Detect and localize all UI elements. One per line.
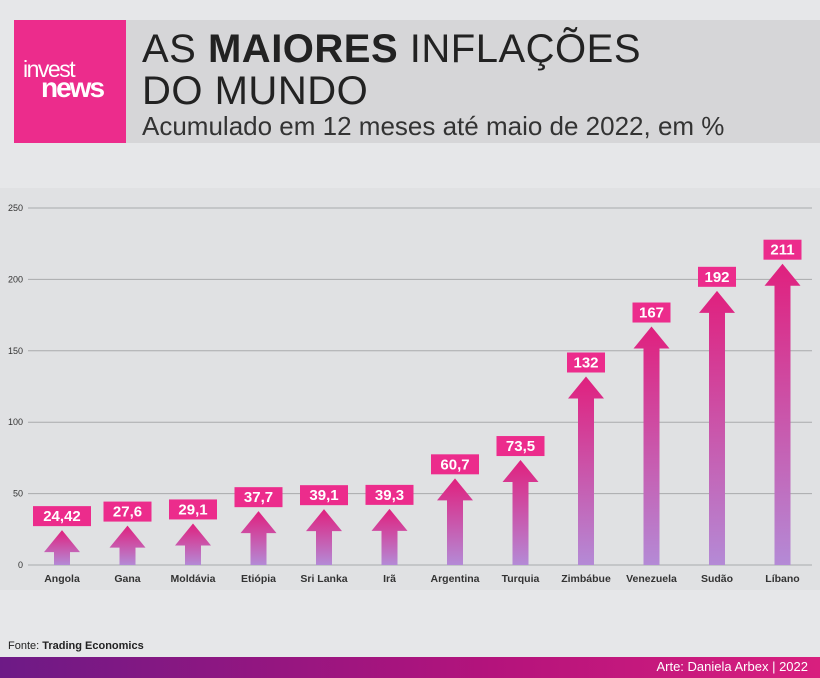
bar-argentina — [437, 478, 473, 565]
value-label-box — [234, 487, 283, 508]
value-label: 60,7 — [431, 454, 479, 475]
value-label-box — [431, 454, 479, 475]
bars — [44, 263, 801, 565]
bar-etiópia — [240, 511, 277, 565]
gridlines — [28, 207, 812, 566]
bar-turquia — [502, 460, 539, 565]
x-tick-label: Argentina — [430, 573, 479, 585]
bar-sri-lanka — [306, 509, 342, 565]
y-tick-label: 100 — [8, 417, 23, 427]
header-banner: invest news AS MAIORES INFLAÇÕES DO MUND… — [14, 20, 820, 143]
y-tick-label: 0 — [18, 560, 23, 570]
bar-irã — [371, 508, 408, 565]
x-tick-label: Turquia — [502, 573, 540, 585]
x-tick-label: Moldávia — [171, 573, 216, 585]
value-label-text: 73,5 — [506, 438, 535, 455]
bar-zimbábue — [568, 376, 604, 565]
value-label-text: 167 — [639, 305, 664, 322]
value-label: 27,6 — [103, 501, 152, 522]
art-credit: Arte: Daniela Arbex | 2022 — [656, 659, 808, 674]
x-tick-label: Sri Lanka — [300, 573, 347, 585]
inflation-bar-chart: 0 50 100 150 200 250 24,42 27,6 29,1 37,7 39,1 39,… — [8, 203, 812, 585]
value-label-box — [567, 352, 605, 373]
value-label: 24,42 — [33, 506, 91, 527]
logo-text-news: news — [41, 72, 105, 103]
value-label-box — [763, 239, 802, 260]
value-label: 39,3 — [365, 484, 414, 505]
bar-líbano — [764, 263, 801, 565]
value-label-box — [33, 506, 91, 527]
value-label: 37,7 — [234, 487, 283, 508]
x-axis-ticks: Angola Gana Moldávia Etiópia Sri Lanka Irã Arg… — [44, 573, 800, 585]
value-label-box — [365, 484, 414, 505]
y-tick-label: 250 — [8, 203, 23, 213]
x-tick-label: Zimbábue — [561, 573, 611, 585]
value-label-text: 24,42 — [43, 508, 81, 525]
value-label: 132 — [567, 352, 605, 373]
value-label-text: 211 — [770, 242, 794, 259]
title-bold: MAIORES — [207, 27, 399, 71]
x-tick-label: Gana — [114, 573, 140, 585]
value-label-text: 37,7 — [244, 489, 273, 506]
x-tick-label: Venezuela — [626, 573, 677, 585]
value-labels: 24,42 27,6 29,1 37,7 39,1 39,3 60,7 73,5 132 167 1… — [33, 239, 802, 527]
title-part-1: AS — [142, 27, 208, 71]
value-label: 39,1 — [300, 485, 348, 506]
x-tick-label: Líbano — [765, 573, 799, 585]
value-label-box — [496, 436, 545, 457]
logo-text-invest: invest — [23, 56, 76, 82]
footer-bar: Arte: Daniela Arbex | 2022 — [0, 657, 820, 678]
value-label-box — [698, 266, 736, 287]
value-label-box — [632, 302, 671, 323]
value-label-text: 39,1 — [309, 487, 338, 504]
x-tick-label: Etiópia — [241, 573, 276, 585]
value-label-box — [103, 501, 152, 522]
y-tick-label: 200 — [8, 274, 23, 284]
bar-venezuela — [633, 326, 670, 565]
bar-sudão — [699, 290, 735, 565]
value-label-text: 29,1 — [178, 501, 207, 518]
title-line-2: DO MUNDO — [142, 69, 369, 113]
bar-angola — [44, 530, 80, 565]
value-label-box — [169, 499, 217, 520]
value-label: 29,1 — [169, 499, 217, 520]
source-name: Trading Economics — [42, 640, 144, 652]
bar-moldávia — [175, 523, 211, 565]
y-tick-label: 150 — [8, 346, 23, 356]
source-label: Fonte: — [8, 640, 43, 652]
x-tick-label: Angola — [44, 573, 80, 585]
page-subtitle: Acumulado em 12 meses até maio de 2022, … — [142, 111, 725, 141]
x-tick-label: Irã — [383, 573, 396, 585]
value-label-text: 60,7 — [440, 456, 469, 473]
value-label: 167 — [632, 302, 671, 323]
y-axis-ticks: 0 50 100 150 200 250 — [8, 203, 23, 570]
value-label: 192 — [698, 266, 736, 287]
page-title: AS MAIORES INFLAÇÕES DO MUNDO — [142, 28, 641, 112]
x-tick-label: Sudão — [701, 573, 733, 585]
value-label: 211 — [763, 239, 802, 260]
chart-panel — [0, 188, 820, 590]
title-part-2: INFLAÇÕES — [398, 27, 642, 71]
value-label-text: 27,6 — [113, 504, 142, 521]
value-label-text: 132 — [573, 355, 598, 372]
bar-gana — [109, 525, 146, 565]
source-note: Fonte: Trading Economics — [8, 640, 144, 652]
value-label-text: 39,3 — [375, 487, 404, 504]
value-label: 73,5 — [496, 436, 545, 457]
investnews-logo[interactable]: invest news — [14, 20, 126, 143]
value-label-box — [300, 485, 348, 506]
value-label-text: 192 — [704, 269, 729, 286]
y-tick-label: 50 — [13, 489, 23, 499]
